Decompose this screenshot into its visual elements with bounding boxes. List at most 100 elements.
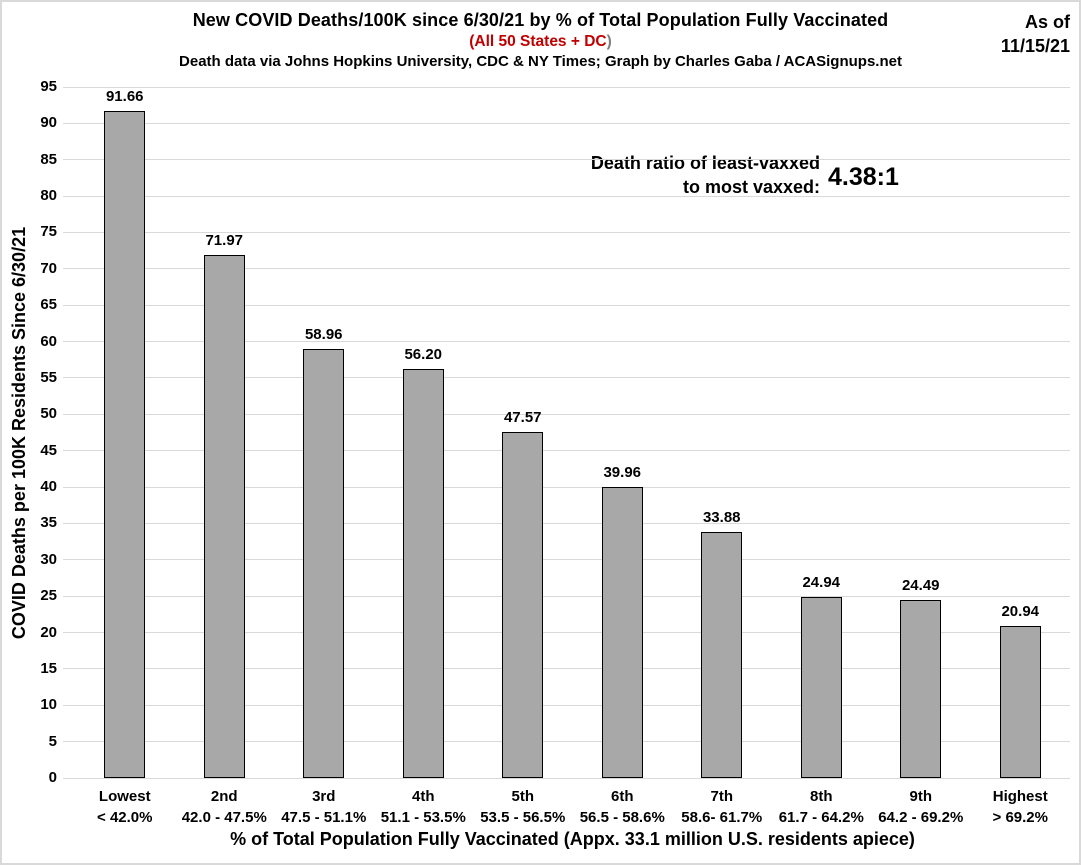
x-category-range: 51.1 - 53.5%	[380, 809, 466, 826]
x-category-range: 58.6- 61.7%	[681, 809, 763, 826]
gridline	[63, 377, 1070, 379]
y-tick-label: 95	[40, 78, 57, 95]
bar-value-label: 56.20	[404, 346, 443, 364]
y-tick-label: 80	[40, 187, 57, 205]
gridline	[63, 777, 1070, 779]
x-category-label: Lowest < 42.0%	[65, 786, 185, 828]
y-tick-label: 65	[40, 296, 57, 314]
death-ratio-annotation: Death ratio of least-vaxxed to most vaxx…	[422, 151, 820, 199]
subtitle-open-paren: (	[469, 33, 475, 50]
x-category-label: 7th 58.6- 61.7%	[662, 786, 782, 828]
y-tick-label: 20	[40, 623, 57, 641]
gridline	[63, 268, 1070, 270]
y-tick-label: 40	[40, 478, 57, 496]
x-category-range: > 69.2%	[992, 809, 1048, 826]
as-of-label: As of	[1025, 12, 1070, 32]
x-category-label: 2nd 42.0 - 47.5%	[164, 786, 284, 828]
bar	[303, 349, 345, 778]
x-category-rank: 8th	[810, 788, 833, 805]
x-category-rank: 4th	[412, 788, 435, 805]
y-tick-label: 55	[40, 368, 57, 386]
bar	[800, 596, 842, 778]
as-of-value: 11/15/21	[1000, 36, 1070, 56]
gridline	[63, 231, 1070, 233]
gridline	[63, 86, 1070, 88]
y-tick-label: 0	[48, 769, 57, 786]
gridline	[63, 159, 1070, 161]
bar	[999, 625, 1041, 778]
y-tick-label: 70	[40, 259, 57, 277]
y-tick-label: 25	[40, 587, 57, 605]
gridline	[63, 559, 1070, 561]
x-category-rank: 3rd	[312, 788, 336, 805]
y-tick-label: 10	[40, 696, 57, 714]
chart-title: New COVID Deaths/100K since 6/30/21 by %…	[192, 10, 889, 30]
x-category-rank: 6th	[611, 788, 634, 805]
y-tick-label: 30	[40, 550, 57, 568]
bar	[502, 431, 544, 778]
bar-value-label: 47.57	[503, 408, 542, 426]
y-axis-title: COVID Deaths per 100K Residents Since 6/…	[9, 226, 29, 640]
x-category-range: 47.5 - 51.1%	[281, 809, 367, 826]
y-tick-label: 50	[40, 405, 57, 423]
x-category-range: 53.5 - 56.5%	[480, 809, 566, 826]
gridline	[63, 304, 1070, 306]
x-category-rank: Highest	[992, 788, 1048, 805]
y-tick-label: 90	[40, 114, 57, 132]
y-tick-label: 15	[40, 659, 57, 677]
bar-value-label: 24.49	[901, 576, 940, 594]
y-tick-label: 45	[40, 441, 57, 459]
bar-value-label: 20.94	[1001, 602, 1040, 620]
bar-value-label: 71.97	[205, 231, 244, 249]
x-category-range: 42.0 - 47.5%	[181, 809, 267, 826]
x-category-label: 4th 51.1 - 53.5%	[363, 786, 483, 828]
bar	[701, 531, 743, 778]
gridline	[63, 450, 1070, 452]
bar-value-label: 24.94	[802, 573, 841, 591]
death-ratio-line2: to most vaxxed:	[682, 177, 820, 197]
gridline	[63, 413, 1070, 415]
gridline	[63, 195, 1070, 197]
gridline	[63, 741, 1070, 743]
subtitle-text: All 50 States + DC	[474, 33, 607, 50]
x-category-range: 56.5 - 58.6%	[579, 809, 665, 826]
gridline	[63, 522, 1070, 524]
chart-subtitle: (All 50 States + DC)	[2, 33, 1079, 51]
bar	[203, 254, 245, 778]
gridline	[63, 632, 1070, 634]
x-category-rank: 2nd	[210, 788, 238, 805]
x-category-rank: 7th	[710, 788, 734, 805]
gridline	[63, 122, 1070, 124]
bar	[402, 369, 444, 778]
bar	[900, 599, 942, 778]
gridline	[63, 486, 1070, 488]
x-category-rank: 5th	[511, 788, 535, 805]
x-category-rank: 9th	[909, 788, 933, 805]
gridline	[63, 668, 1070, 670]
death-ratio-line1: Death ratio of least-vaxxed	[590, 153, 820, 173]
x-category-label: 5th 53.5 - 56.5%	[463, 786, 583, 828]
bar	[104, 111, 146, 778]
bar-value-label: 33.88	[702, 508, 741, 526]
x-category-range: < 42.0%	[97, 809, 153, 826]
bar-value-label: 91.66	[105, 88, 144, 106]
x-category-rank: Lowest	[98, 788, 151, 805]
x-category-label: 6th 56.5 - 58.6%	[562, 786, 682, 828]
x-category-label: 9th 64.2 - 69.2%	[861, 786, 981, 828]
x-category-label: Highest > 69.2%	[960, 786, 1079, 828]
x-axis-title: % of Total Population Fully Vaccinated (…	[230, 829, 915, 849]
death-ratio-value: 4.38:1	[828, 163, 899, 191]
x-category-range: 61.7 - 64.2%	[778, 809, 864, 826]
x-category-label: 3rd 47.5 - 51.1%	[264, 786, 384, 828]
data-credit-line: Death data via Johns Hopkins University,…	[179, 53, 902, 70]
x-category-label: 8th 61.7 - 64.2%	[761, 786, 881, 828]
subtitle-close-paren: )	[606, 33, 612, 50]
y-tick-label: 35	[40, 514, 57, 532]
gridline	[63, 704, 1070, 706]
x-category-range: 64.2 - 69.2%	[878, 809, 964, 826]
y-tick-label: 60	[40, 332, 57, 350]
bar-value-label: 39.96	[603, 464, 642, 482]
gridline	[63, 595, 1070, 597]
as-of-date: As of 11/15/21	[1001, 10, 1070, 58]
